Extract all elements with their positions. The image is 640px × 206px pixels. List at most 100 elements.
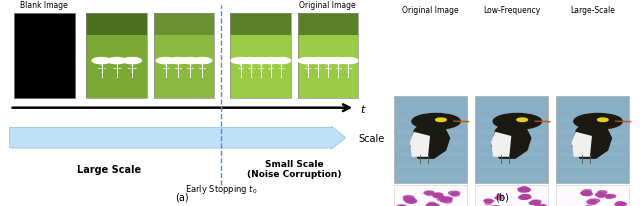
Bar — [14, 14, 75, 99]
Circle shape — [580, 191, 591, 195]
Circle shape — [408, 200, 415, 203]
Circle shape — [600, 195, 605, 196]
Bar — [559, 142, 625, 145]
Circle shape — [406, 199, 417, 202]
Circle shape — [241, 58, 260, 64]
Circle shape — [444, 200, 452, 203]
Circle shape — [439, 198, 450, 201]
Text: Scale: Scale — [358, 133, 385, 143]
Bar — [556, 185, 629, 206]
Text: Early Stopping $t_0$: Early Stopping $t_0$ — [184, 182, 257, 195]
Circle shape — [426, 193, 433, 195]
Circle shape — [539, 205, 544, 206]
Circle shape — [404, 197, 409, 199]
Polygon shape — [572, 118, 612, 159]
Circle shape — [412, 114, 460, 130]
Bar — [298, 36, 358, 99]
Circle shape — [427, 204, 435, 206]
Bar — [479, 131, 545, 134]
Circle shape — [605, 194, 616, 198]
Circle shape — [488, 200, 493, 202]
Bar — [559, 131, 625, 134]
Circle shape — [441, 200, 445, 201]
Circle shape — [108, 58, 126, 64]
Circle shape — [298, 58, 317, 64]
Circle shape — [615, 202, 627, 206]
Bar — [479, 176, 545, 179]
Circle shape — [408, 200, 416, 203]
Circle shape — [451, 193, 456, 194]
Bar — [230, 36, 291, 99]
Bar — [397, 164, 463, 168]
Circle shape — [616, 202, 623, 204]
Circle shape — [271, 58, 291, 64]
Circle shape — [583, 192, 591, 194]
Circle shape — [497, 195, 502, 196]
Circle shape — [521, 197, 525, 199]
Bar — [230, 14, 291, 99]
Circle shape — [531, 202, 540, 205]
Bar — [559, 153, 625, 157]
Circle shape — [618, 203, 623, 205]
Bar — [230, 14, 291, 36]
Circle shape — [598, 196, 604, 198]
Circle shape — [434, 194, 444, 198]
Text: Original Image: Original Image — [402, 6, 459, 15]
Bar — [397, 153, 463, 157]
Circle shape — [339, 58, 358, 64]
Circle shape — [495, 197, 502, 199]
Circle shape — [522, 196, 525, 197]
Bar — [559, 176, 625, 179]
Bar — [475, 185, 548, 206]
Circle shape — [585, 191, 590, 193]
Circle shape — [582, 192, 593, 196]
Circle shape — [485, 200, 492, 202]
Circle shape — [441, 199, 452, 203]
Circle shape — [574, 114, 622, 130]
Circle shape — [581, 191, 591, 194]
Circle shape — [521, 198, 526, 199]
Bar — [298, 14, 358, 36]
Circle shape — [493, 114, 541, 130]
Bar — [479, 119, 545, 123]
Circle shape — [530, 201, 540, 204]
Circle shape — [589, 202, 595, 204]
Circle shape — [520, 195, 529, 197]
Text: Large Scale: Large Scale — [77, 164, 141, 174]
Circle shape — [438, 197, 446, 199]
Circle shape — [595, 193, 604, 196]
Bar — [154, 14, 214, 36]
Bar — [559, 164, 625, 168]
Circle shape — [521, 189, 528, 191]
Circle shape — [429, 204, 436, 206]
Circle shape — [520, 196, 528, 199]
Circle shape — [442, 197, 452, 200]
Bar — [397, 142, 463, 145]
Circle shape — [582, 193, 591, 195]
Circle shape — [406, 200, 416, 203]
Circle shape — [440, 199, 447, 201]
Circle shape — [531, 201, 539, 204]
Circle shape — [523, 197, 527, 198]
Circle shape — [486, 200, 492, 202]
Circle shape — [452, 193, 456, 194]
Circle shape — [441, 200, 445, 201]
Circle shape — [319, 58, 337, 64]
Circle shape — [591, 202, 595, 203]
Text: Large-Scale: Large-Scale — [570, 6, 615, 15]
Circle shape — [591, 200, 596, 202]
Circle shape — [518, 196, 530, 199]
Circle shape — [523, 195, 529, 197]
Polygon shape — [453, 121, 469, 123]
Bar — [479, 153, 545, 157]
Polygon shape — [410, 118, 451, 159]
Circle shape — [522, 187, 527, 189]
Circle shape — [520, 195, 529, 199]
Circle shape — [429, 205, 436, 206]
Text: Blank Image: Blank Image — [20, 1, 68, 10]
Polygon shape — [534, 121, 550, 123]
Circle shape — [405, 198, 410, 199]
Circle shape — [452, 194, 457, 195]
Circle shape — [426, 204, 436, 206]
Bar — [479, 164, 545, 168]
